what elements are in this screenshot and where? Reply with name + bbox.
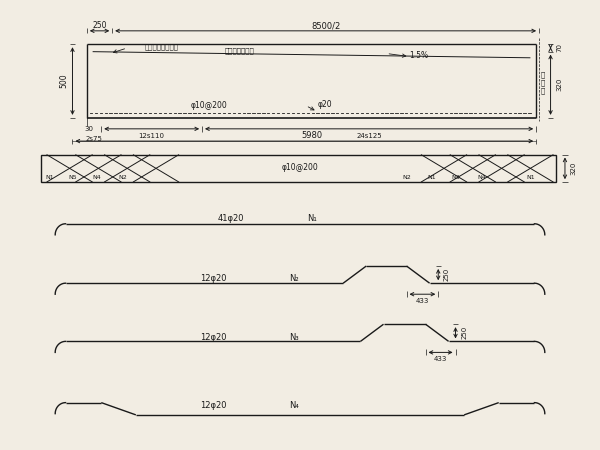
Text: 1.5%: 1.5%: [409, 51, 428, 60]
Text: 250: 250: [444, 268, 450, 281]
Text: 250: 250: [461, 326, 467, 339]
Text: 433: 433: [416, 298, 429, 304]
Text: 中: 中: [541, 72, 545, 78]
Text: 500: 500: [59, 74, 68, 88]
Text: 24s125: 24s125: [356, 133, 382, 139]
Text: 线: 线: [541, 88, 545, 94]
Text: N4: N4: [477, 175, 486, 180]
Text: 心: 心: [541, 80, 545, 86]
Text: 320: 320: [571, 162, 577, 175]
Text: N4: N4: [93, 175, 101, 180]
Text: 12s110: 12s110: [139, 133, 164, 139]
Text: 水泥混凝土铺装: 水泥混凝土铺装: [225, 47, 255, 54]
Text: 2s75: 2s75: [86, 135, 103, 142]
Text: N₃: N₃: [289, 333, 299, 342]
Text: N₂: N₂: [289, 274, 299, 284]
Text: 安全带钉筋未示出: 安全带钉筋未示出: [145, 44, 178, 50]
Text: φ10@200: φ10@200: [191, 101, 227, 110]
Text: 320: 320: [556, 78, 562, 91]
Text: 12φ20: 12φ20: [200, 401, 227, 410]
Text: φ10@200: φ10@200: [281, 163, 319, 172]
Bar: [41, 154, 556, 182]
Text: 5980: 5980: [301, 131, 322, 140]
Text: N2: N2: [402, 175, 411, 180]
Text: N1: N1: [526, 175, 535, 180]
Text: N1: N1: [427, 175, 436, 180]
Text: N2: N2: [118, 175, 127, 180]
Text: 70: 70: [556, 44, 562, 53]
Text: φ20: φ20: [317, 100, 332, 109]
Text: 12φ20: 12φ20: [200, 274, 227, 284]
Text: N₁: N₁: [307, 214, 316, 223]
Text: 12φ20: 12φ20: [200, 333, 227, 342]
Text: N1: N1: [45, 175, 54, 180]
Text: 433: 433: [434, 356, 447, 362]
Text: 41φ20: 41φ20: [218, 214, 244, 223]
Text: N₄: N₄: [289, 401, 299, 410]
Text: 30: 30: [84, 126, 93, 132]
Text: 250: 250: [92, 22, 107, 31]
Text: N5: N5: [68, 175, 77, 180]
Text: 8500/2: 8500/2: [311, 22, 340, 31]
Text: N3: N3: [451, 175, 460, 180]
